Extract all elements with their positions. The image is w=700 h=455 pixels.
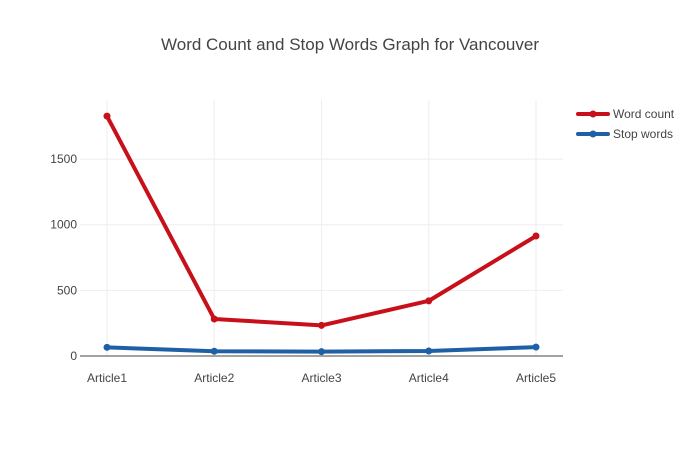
grid-lines — [80, 100, 563, 356]
series-word-count — [103, 112, 540, 329]
legend-item[interactable]: Word count — [576, 107, 675, 121]
legend-swatch-marker — [589, 130, 597, 138]
y-tick-label: 1500 — [50, 152, 77, 166]
y-tick-label: 0 — [70, 349, 77, 363]
legend-label: Stop words — [613, 127, 673, 141]
data-point — [318, 348, 325, 356]
x-tick-label: Article5 — [516, 371, 556, 385]
data-point — [425, 347, 433, 355]
x-tick-label: Article4 — [409, 371, 449, 385]
y-tick-label: 500 — [57, 283, 77, 297]
y-axis-ticks: 0 500 1000 1500 — [50, 152, 77, 363]
chart-title: Word Count and Stop Words Graph for Vanc… — [161, 35, 539, 54]
data-point — [210, 315, 218, 323]
x-tick-label: Article2 — [194, 371, 234, 385]
series-stop-words — [103, 343, 540, 356]
data-point — [532, 343, 540, 351]
x-axis-ticks: Article1 Article2 Article3 Article4 Article5 — [87, 371, 556, 385]
data-point — [103, 112, 111, 120]
data-point — [210, 347, 218, 355]
x-tick-label: Article3 — [301, 371, 341, 385]
legend-label: Word count — [613, 107, 675, 121]
data-point — [425, 297, 433, 305]
x-tick-label: Article1 — [87, 371, 127, 385]
legend-swatch-marker — [589, 110, 597, 118]
data-point — [532, 232, 540, 240]
data-point — [103, 343, 111, 351]
legend-item[interactable]: Stop words — [576, 127, 673, 141]
legend: Word count Stop words — [576, 107, 675, 141]
y-tick-label: 1000 — [50, 218, 77, 232]
data-point — [318, 321, 325, 329]
